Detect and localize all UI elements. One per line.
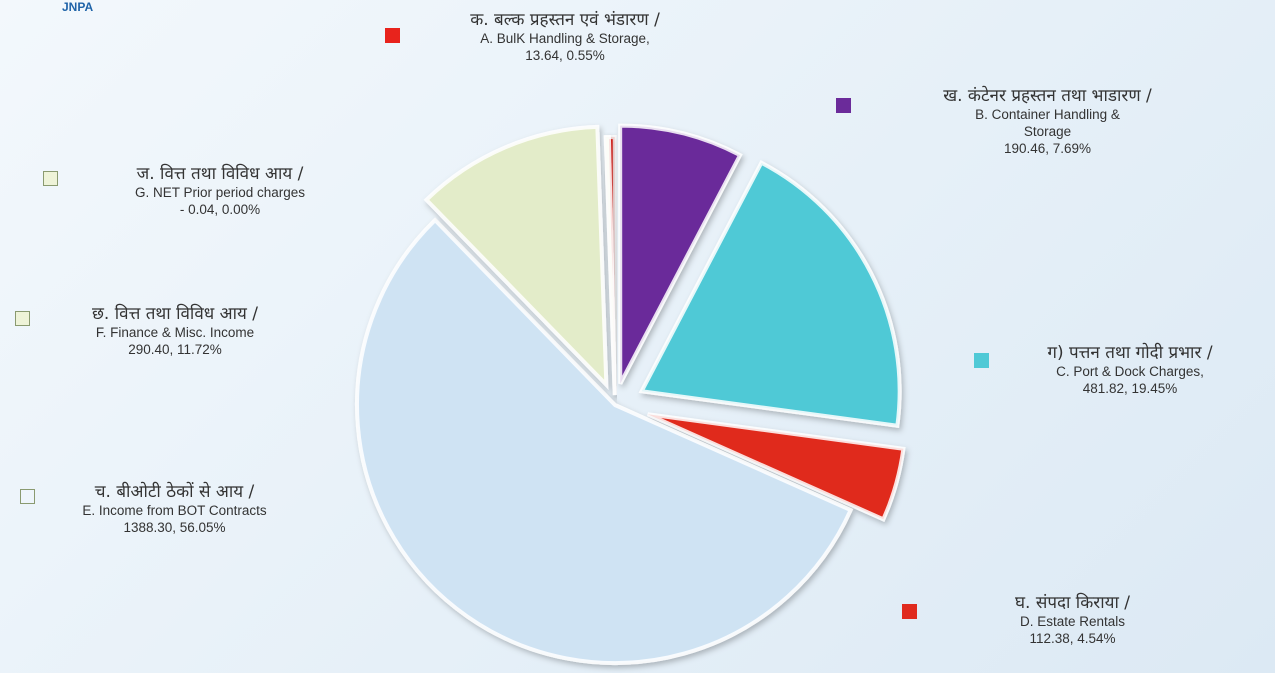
- slice-e-hindi: च. बीओटी ठेकों से आय /: [94, 482, 255, 502]
- legend-swatch-c: [974, 353, 989, 368]
- slice-g-value: - 0.04, 0.00%: [179, 202, 261, 218]
- legend-swatch-a: [385, 28, 400, 43]
- legend-swatch-e: [20, 489, 35, 504]
- slice-g-hindi: ज. वित्त तथा विविध आय /: [136, 164, 304, 184]
- slice-label-d: घ. संपदा किराया / D. Estate Rentals 112.…: [960, 593, 1185, 648]
- slice-c-value: 481.82, 19.45%: [1082, 381, 1178, 397]
- legend-swatch-f: [15, 311, 30, 326]
- slice-f-hindi: छ. वित्त तथा विविध आय /: [91, 304, 259, 324]
- pie-slice-e: [355, 217, 854, 665]
- slice-a-hindi: क. बल्क प्रहस्तन एवं भंडारण /: [470, 10, 660, 30]
- slice-b-name: B. Container Handling & Storage: [975, 107, 1120, 140]
- slice-d-name: D. Estate Rentals: [1019, 614, 1126, 630]
- slice-b-hindi: ख. कंटेनर प्रहस्तन तथा भाडारण /: [943, 86, 1152, 106]
- pie-slice-g: [603, 135, 617, 396]
- slice-label-f: छ. वित्त तथा विविध आय / F. Finance & Mis…: [25, 304, 325, 359]
- slice-c-hindi: ग) पत्तन तथा गोदी प्रभार /: [1047, 343, 1213, 363]
- slice-a-name: A. BulK Handling & Storage,: [480, 31, 650, 47]
- legend-swatch-d: [902, 604, 917, 619]
- slice-a-value: 13.64, 0.55%: [525, 48, 605, 64]
- slice-d-hindi: घ. संपदा किराया /: [1014, 593, 1131, 613]
- slice-f-name: F. Finance & Misc. Income: [95, 325, 255, 341]
- pie-slice-d: [646, 412, 906, 522]
- slice-label-e: च. बीओटी ठेकों से आय / E. Income from BO…: [22, 482, 327, 537]
- slice-e-name: E. Income from BOT Contracts: [82, 503, 267, 519]
- jnpa-logo: JNPA: [62, 0, 94, 14]
- pie-slice-b: [618, 123, 743, 385]
- slice-d-value: 112.38, 4.54%: [1029, 631, 1116, 647]
- slice-label-g: ज. वित्त तथा विविध आय / G. NET Prior per…: [80, 164, 360, 219]
- slice-b-value: 190.46, 7.69%: [1003, 141, 1092, 156]
- slice-e-value: 1388.30, 56.05%: [123, 520, 226, 536]
- legend-swatch-g: [43, 171, 58, 186]
- slice-label-a: क. बल्क प्रहस्तन एवं भंडारण / A. BulK Ha…: [415, 10, 715, 65]
- slice-g-name: G. NET Prior period charges: [134, 185, 306, 201]
- slice-c-name: C. Port & Dock Charges,: [1056, 364, 1204, 380]
- slice-label-c: ग) पत्तन तथा गोदी प्रभार / C. Port & Doc…: [995, 343, 1265, 398]
- legend-swatch-b: [836, 98, 851, 113]
- pie-slice-c: [638, 160, 902, 428]
- slice-f-value: 290.40, 11.72%: [128, 342, 222, 358]
- slice-label-b: ख. कंटेनर प्रहस्तन तथा भाडारण / B. Conta…: [880, 86, 1215, 158]
- pie-slice-f: [423, 124, 609, 390]
